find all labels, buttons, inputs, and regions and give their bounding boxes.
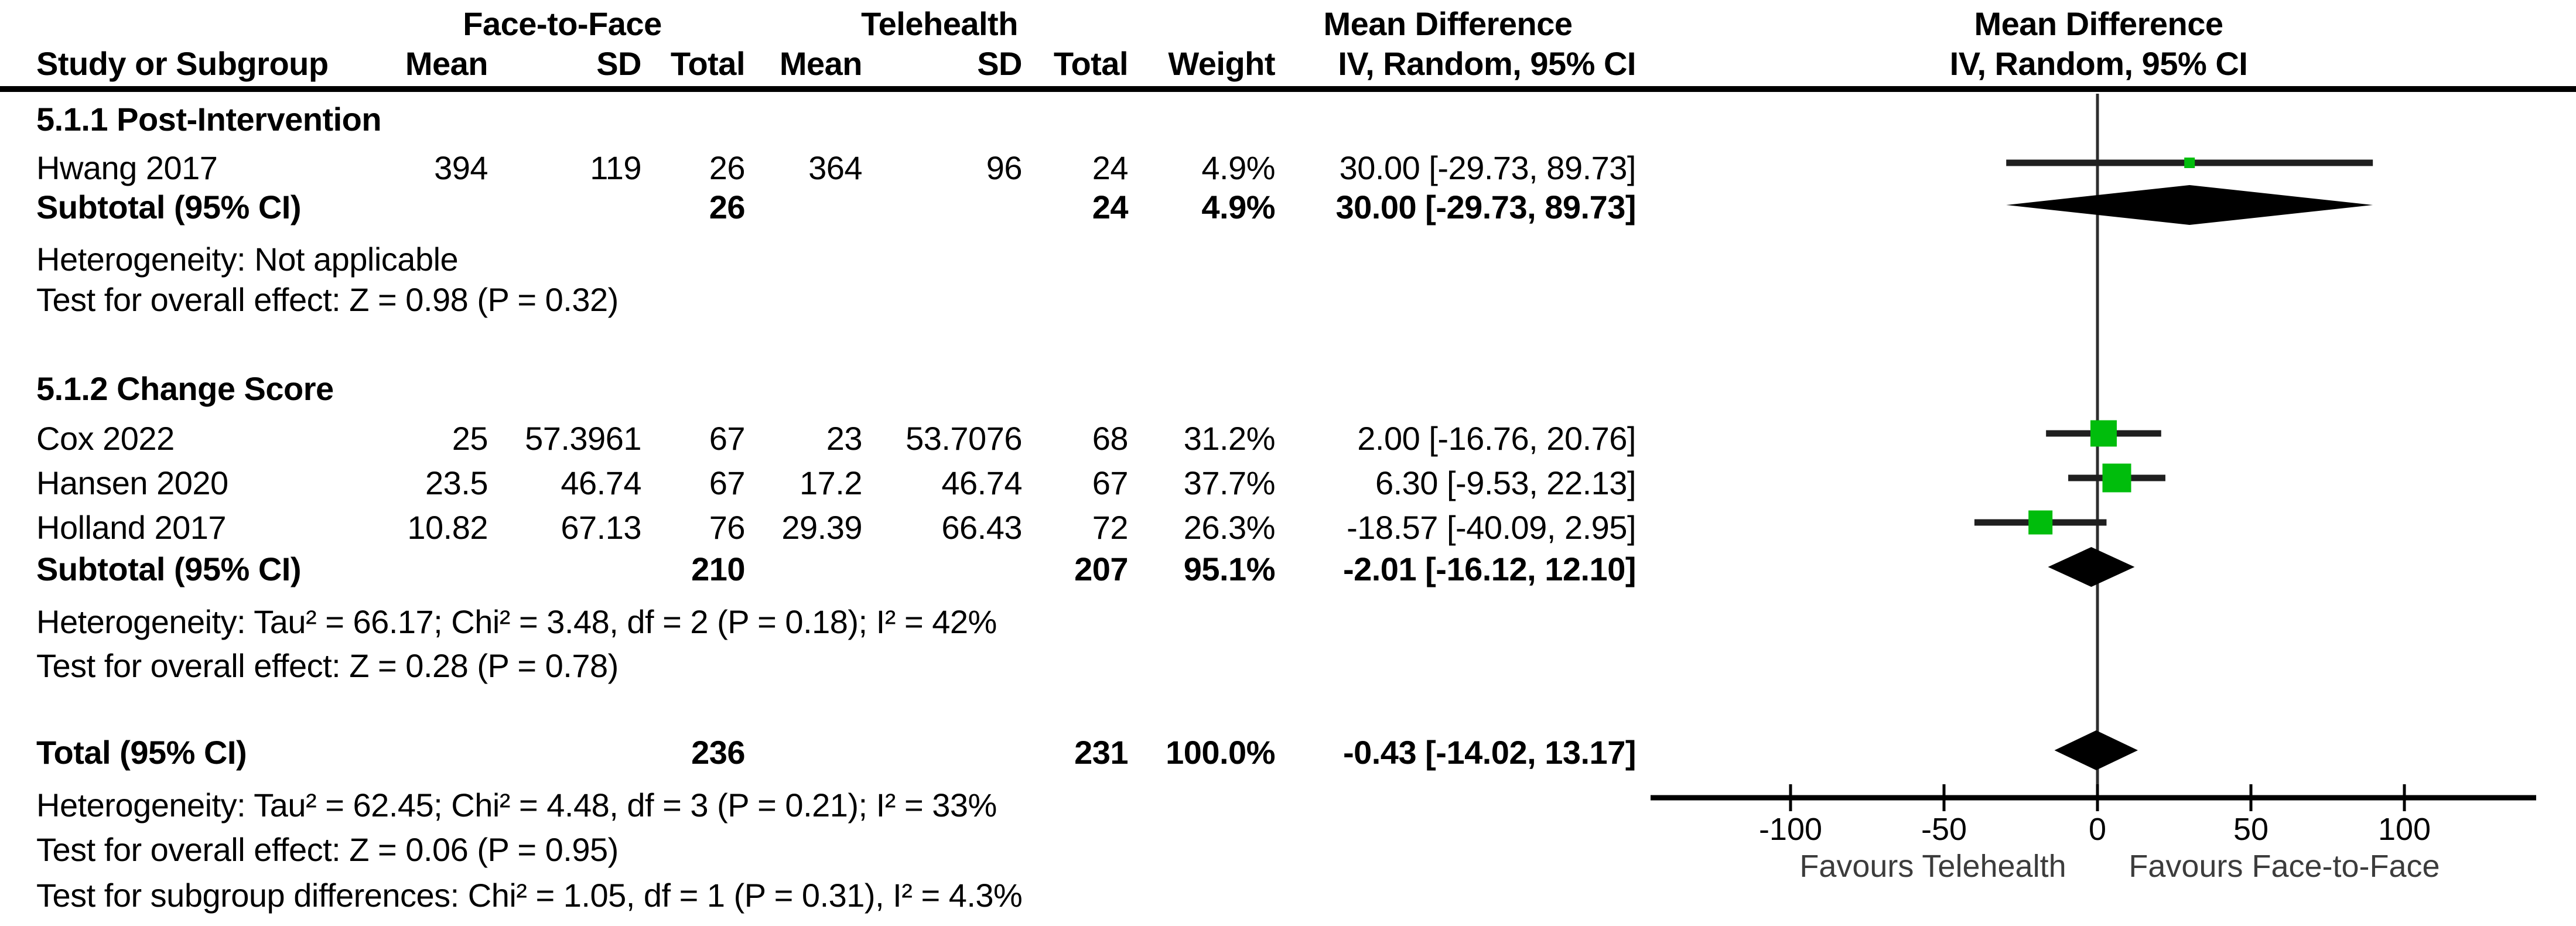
cell-total2: 67 bbox=[1092, 464, 1129, 501]
cell-total2: 24 bbox=[1092, 188, 1129, 225]
cell-sd1: 67.13 bbox=[561, 508, 641, 546]
axis-tick-label: 50 bbox=[2233, 812, 2268, 847]
cell-weight: 26.3% bbox=[1183, 508, 1276, 546]
cell-mean2: 29.39 bbox=[781, 508, 862, 546]
cell-weight: 31.2% bbox=[1183, 419, 1276, 457]
column-header-sd-ftf: SD bbox=[596, 45, 641, 82]
study-name: Holland 2017 bbox=[36, 508, 227, 546]
column-header-mean-ftf: Mean bbox=[405, 45, 488, 82]
effect-square bbox=[2028, 510, 2053, 535]
cell-total2: 207 bbox=[1074, 550, 1128, 587]
cell-weight: 4.9% bbox=[1201, 188, 1275, 225]
stat-text: Test for subgroup differences: Chi² = 1.… bbox=[36, 876, 1023, 914]
cell-weight: 37.7% bbox=[1183, 464, 1276, 501]
stat-text: Heterogeneity: Tau² = 66.17; Chi² = 3.48… bbox=[36, 603, 997, 640]
column-header-study-or-subgroup: Study or Subgroup bbox=[36, 45, 329, 82]
cell-weight: 100.0% bbox=[1166, 733, 1275, 771]
cell-mean1: 10.82 bbox=[407, 508, 488, 546]
cell-mean1: 25 bbox=[452, 419, 488, 457]
subgroup-heading: 5.1.2 Change Score bbox=[36, 370, 334, 407]
plot-header-iv-random-ci: IV, Random, 95% CI bbox=[1949, 45, 2248, 82]
subtotal-label: Subtotal (95% CI) bbox=[36, 188, 301, 225]
study-name: Hansen 2020 bbox=[36, 464, 228, 501]
stat-text: Test for overall effect: Z = 0.28 (P = 0… bbox=[36, 647, 619, 684]
cell-sd2: 66.43 bbox=[941, 508, 1022, 546]
group-header-telehealth: Telehealth bbox=[861, 5, 1018, 42]
cell-ci: 30.00 [-29.73, 89.73] bbox=[1335, 188, 1636, 225]
pooled-diamond bbox=[2006, 185, 2373, 225]
pooled-diamond bbox=[2054, 730, 2138, 770]
cell-sd1: 57.3961 bbox=[525, 419, 641, 457]
cell-sd2: 96 bbox=[986, 149, 1023, 186]
axis-tick-label: -50 bbox=[1921, 812, 1967, 847]
stat-text: Heterogeneity: Tau² = 62.45; Chi² = 4.48… bbox=[36, 786, 997, 824]
axis-tick-label: 100 bbox=[2378, 812, 2431, 847]
cell-ci: 6.30 [-9.53, 22.13] bbox=[1375, 464, 1637, 501]
plot-header-mean-difference: Mean Difference bbox=[1974, 5, 2223, 42]
pooled-diamond bbox=[2048, 547, 2135, 587]
cell-total1: 67 bbox=[709, 464, 746, 501]
cell-sd2: 46.74 bbox=[941, 464, 1022, 501]
cell-ci: -0.43 [-14.02, 13.17] bbox=[1342, 733, 1637, 771]
column-header-sd-th: SD bbox=[977, 45, 1022, 82]
cell-sd1: 119 bbox=[590, 149, 641, 186]
column-header-mean-th: Mean bbox=[779, 45, 863, 82]
cell-total2: 68 bbox=[1092, 419, 1129, 457]
cell-mean2: 17.2 bbox=[800, 464, 863, 501]
column-header-total-ftf: Total bbox=[670, 45, 746, 82]
cell-sd1: 46.74 bbox=[561, 464, 641, 501]
column-header-total-th: Total bbox=[1053, 45, 1129, 82]
cell-total2: 231 bbox=[1074, 733, 1128, 771]
cell-total1: 76 bbox=[709, 508, 746, 546]
favours-telehealth-label: Favours Telehealth bbox=[1799, 849, 2066, 884]
cell-ci: 30.00 [-29.73, 89.73] bbox=[1339, 149, 1637, 186]
effect-square bbox=[2090, 420, 2117, 447]
cell-ci: -18.57 [-40.09, 2.95] bbox=[1347, 508, 1636, 546]
cell-mean1: 23.5 bbox=[425, 464, 488, 501]
header-separator-line bbox=[0, 86, 2576, 92]
cell-total2: 24 bbox=[1092, 149, 1129, 186]
column-header-weight: Weight bbox=[1168, 45, 1275, 82]
study-name: Cox 2022 bbox=[36, 419, 175, 457]
axis-tick-label: -100 bbox=[1759, 812, 1822, 847]
cell-mean2: 364 bbox=[808, 149, 862, 186]
cell-ci: 2.00 [-16.76, 20.76] bbox=[1357, 419, 1636, 457]
cell-total1: 236 bbox=[691, 733, 745, 771]
cell-mean2: 23 bbox=[826, 419, 863, 457]
stat-text: Heterogeneity: Not applicable bbox=[36, 240, 459, 278]
subtotal-label: Subtotal (95% CI) bbox=[36, 550, 301, 587]
cell-weight: 4.9% bbox=[1201, 149, 1275, 186]
cell-mean1: 394 bbox=[434, 149, 488, 186]
cell-total1: 67 bbox=[709, 419, 746, 457]
stat-text: Test for overall effect: Z = 0.06 (P = 0… bbox=[36, 831, 619, 868]
column-header-iv-random-ci: IV, Random, 95% CI bbox=[1338, 45, 1636, 82]
group-header-face-to-face: Face-to-Face bbox=[463, 5, 662, 42]
column-group-mean-difference: Mean Difference bbox=[1323, 5, 1573, 42]
cell-sd2: 53.7076 bbox=[906, 419, 1022, 457]
favours-face-to-face-label: Favours Face-to-Face bbox=[2129, 849, 2440, 884]
cell-total1: 210 bbox=[691, 550, 745, 587]
study-name: Hwang 2017 bbox=[36, 149, 218, 186]
subgroup-heading: 5.1.1 Post-Intervention bbox=[36, 100, 382, 138]
effect-square bbox=[2102, 463, 2131, 493]
total-label: Total (95% CI) bbox=[36, 733, 247, 771]
axis-tick-label: 0 bbox=[2089, 812, 2106, 847]
cell-ci: -2.01 [-16.12, 12.10] bbox=[1342, 550, 1637, 587]
cell-total2: 72 bbox=[1092, 508, 1129, 546]
effect-square bbox=[2184, 158, 2195, 168]
stat-text: Test for overall effect: Z = 0.98 (P = 0… bbox=[36, 281, 619, 318]
cell-total1: 26 bbox=[709, 149, 746, 186]
cell-weight: 95.1% bbox=[1183, 550, 1276, 587]
cell-total1: 26 bbox=[709, 188, 746, 225]
